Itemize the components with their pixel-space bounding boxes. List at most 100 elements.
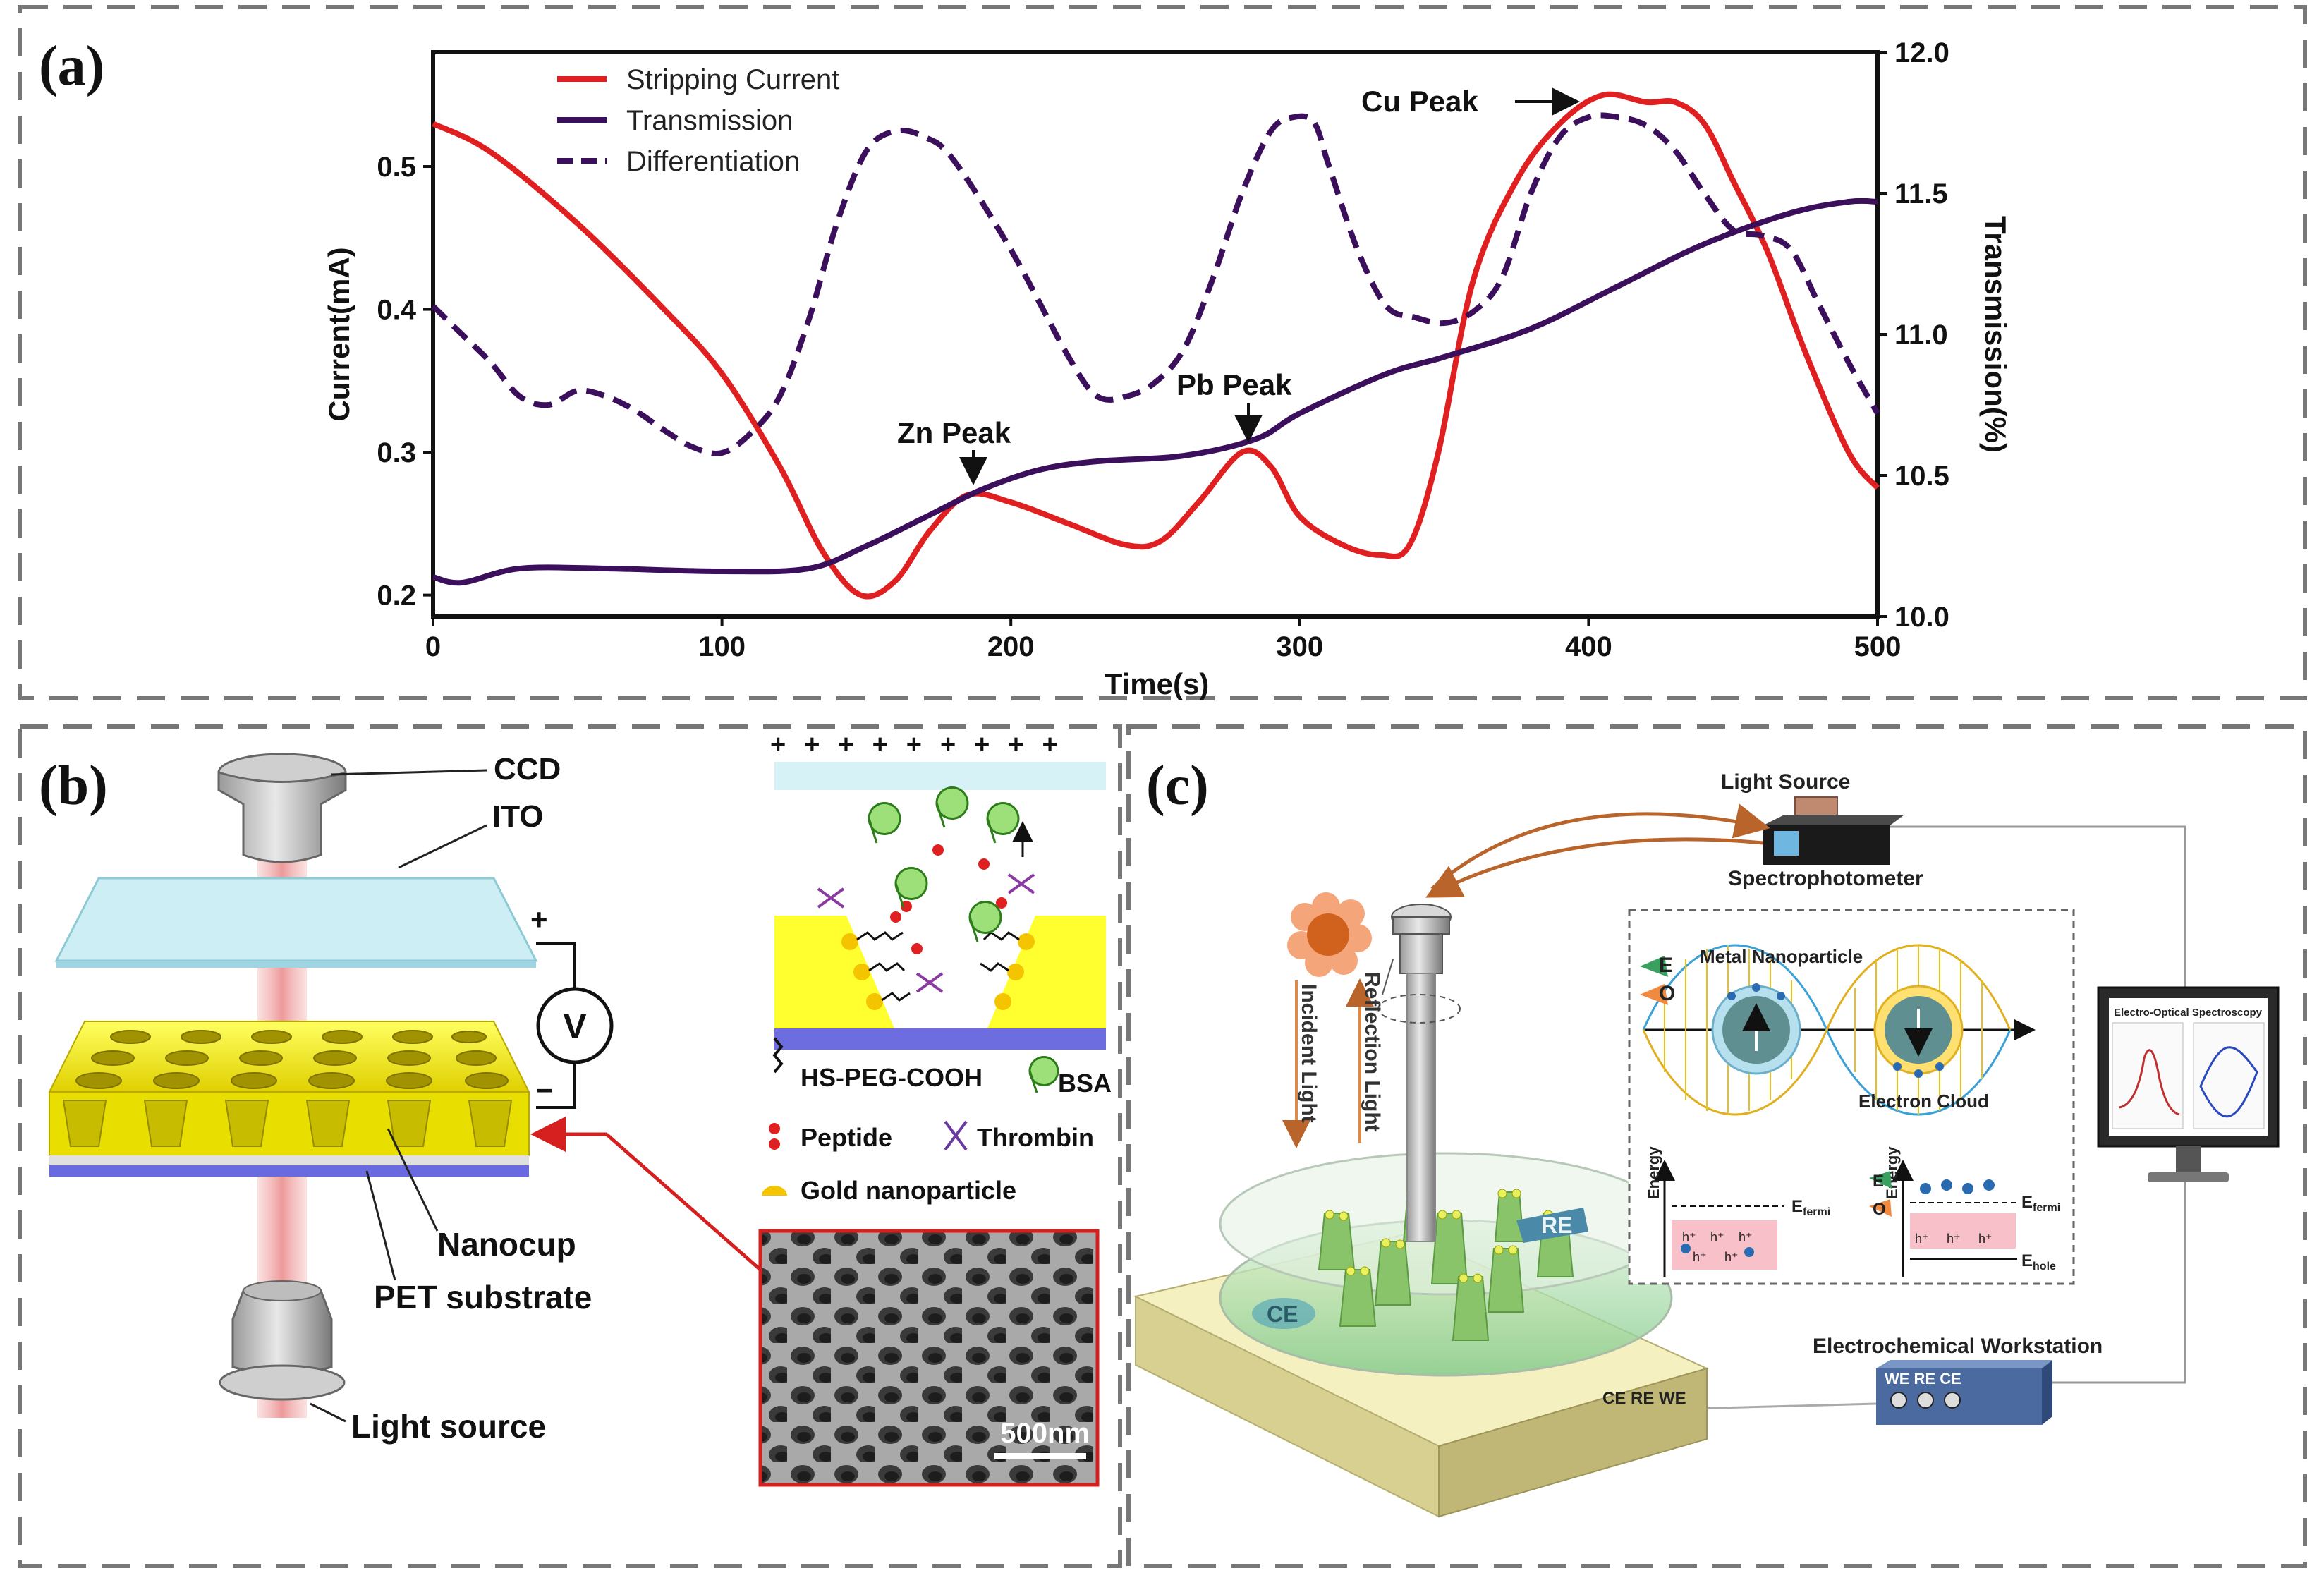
nanocup-label: Nanocup xyxy=(437,1226,576,1263)
h-plus-1a: h⁺ xyxy=(1682,1230,1696,1244)
y2-axis-label: Transmission(%) xyxy=(1979,216,2012,453)
light-source-body xyxy=(231,1289,333,1375)
legend-differentiation: Differentiation xyxy=(626,146,800,177)
x-tick-label: 500 xyxy=(1854,631,1902,662)
light-source-leader xyxy=(310,1402,346,1423)
y2-tick-label: 11.5 xyxy=(1894,178,1948,209)
ccd-camera xyxy=(217,770,347,863)
x-tick-label: 0 xyxy=(425,631,441,662)
legend-peg: HS-PEG-COOH xyxy=(801,1063,982,1092)
nanocup-front xyxy=(49,1091,530,1156)
y-tick-label: 0.3 xyxy=(377,437,416,468)
sem-pointer-line xyxy=(605,1133,762,1271)
voltmeter xyxy=(536,987,614,1064)
ccd-label: CCD xyxy=(494,752,561,786)
y2-tick-label: 10.0 xyxy=(1894,602,1949,633)
x-axis-label: Time(s) xyxy=(1105,667,1210,700)
pet-base xyxy=(49,1165,529,1177)
inset-cup-right xyxy=(987,916,1106,1028)
base-right xyxy=(1438,1367,1708,1518)
y-axis-label: Current(mA) xyxy=(322,247,355,421)
wire-bottom xyxy=(536,1064,576,1109)
chart-ticks: 0 100 200 300 400 500 0.2 0.3 0.4 0.5 10.0 10.5 11.0… xyxy=(377,37,1949,662)
ito-leader xyxy=(398,824,487,869)
ce-electrode: CE xyxy=(1252,1298,1315,1329)
inset-substrate xyxy=(774,1028,1106,1050)
pet-label: PET substrate xyxy=(374,1279,592,1316)
monitor: Electro-Optical Spectroscopy xyxy=(2097,986,2280,1182)
panel-b-frame xyxy=(18,724,1122,1568)
h-plus-2a: h⁺ xyxy=(1915,1232,1929,1246)
x-tick-label: 100 xyxy=(698,631,746,662)
h-plus-2c: h⁺ xyxy=(1978,1232,1993,1246)
pb-peak-label: Pb Peak xyxy=(1176,368,1292,401)
e-hole: Ehole xyxy=(2021,1251,2056,1273)
series-differentiation xyxy=(431,112,1880,456)
legend-bsa: BSA xyxy=(1058,1069,1112,1098)
fiber-to-probe xyxy=(1425,837,1764,898)
workstation-ports-label: WE RE CE xyxy=(1885,1370,1961,1387)
nanocup-cups xyxy=(62,1100,513,1147)
sem-scale-bar xyxy=(994,1453,1086,1459)
e-field-label: E xyxy=(1659,954,1673,977)
legend-peptide: Peptide xyxy=(801,1123,892,1152)
panel-a-label: (a) xyxy=(39,35,104,97)
reflection-light-label: Reflection Light xyxy=(1361,972,1384,1132)
bsa-icon xyxy=(1028,1056,1059,1093)
inset-ito xyxy=(774,762,1106,790)
nanocup-holes xyxy=(75,1030,509,1089)
h-plus-2b: h⁺ xyxy=(1947,1232,1961,1246)
light-source-base xyxy=(219,1364,346,1401)
cable-spectro-monitor xyxy=(1848,825,2186,988)
ce-label: CE xyxy=(1267,1301,1298,1327)
e-field-label-2: E xyxy=(1873,1172,1884,1191)
plus-sign: + xyxy=(530,903,548,936)
ccd-leader xyxy=(331,769,487,776)
ito-plate xyxy=(54,877,538,962)
chart-legend: Stripping Current Transmission Different… xyxy=(557,64,839,177)
cu-peak-label: Cu Peak xyxy=(1361,85,1478,118)
pet-substrate xyxy=(49,1155,529,1165)
incident-light-label: Incident Light xyxy=(1297,984,1320,1123)
ito-edge xyxy=(56,961,536,968)
o-field-label: O xyxy=(1659,982,1675,1005)
fiber-to-spectro xyxy=(1430,803,1770,890)
thrombin-icon xyxy=(944,1120,968,1151)
spectro-label: Spectrophotometer xyxy=(1728,867,1923,890)
minus-sign: − xyxy=(536,1074,554,1107)
ito-label: ITO xyxy=(492,799,544,834)
pillars xyxy=(1318,1191,1574,1341)
sem-scale-label: 500nm xyxy=(1000,1418,1090,1449)
series-stripping-current xyxy=(432,91,1880,600)
y2-tick-label: 12.0 xyxy=(1894,37,1949,68)
panel-b-label: (b) xyxy=(39,755,108,817)
y-tick-label: 0.4 xyxy=(377,295,416,326)
x-tick-label: 400 xyxy=(1565,631,1612,662)
h-plus-1e: h⁺ xyxy=(1724,1250,1739,1264)
h-plus-1d: h⁺ xyxy=(1693,1250,1707,1264)
series-transmission xyxy=(432,198,1878,586)
cable-workstation-monitor xyxy=(2045,1164,2186,1384)
monitor-title: Electro-Optical Spectroscopy xyxy=(2114,1007,2263,1019)
y2-tick-label: 10.5 xyxy=(1894,461,1949,492)
re-electrode: RE xyxy=(1516,1208,1588,1243)
panel-c-frame xyxy=(1126,724,2307,1568)
gold-np-icon xyxy=(762,1186,787,1196)
legend-transmission: Transmission xyxy=(626,105,793,136)
y2-tick-label: 11.0 xyxy=(1894,320,1948,351)
chart-a: 0 100 200 300 400 500 0.2 0.3 0.4 0.5 10.0 10.5 11.0… xyxy=(322,37,2012,700)
light-source-c-label: Light Source xyxy=(1721,770,1850,794)
re-label: RE xyxy=(1541,1213,1572,1238)
inset-cup-left xyxy=(774,916,894,1028)
inset-plus-row: +++++++++ xyxy=(770,730,1076,760)
legend-thrombin: Thrombin xyxy=(977,1123,1094,1152)
y-tick-label: 0.5 xyxy=(377,152,416,183)
zn-peak-label: Zn Peak xyxy=(897,416,1011,449)
peptide-icon xyxy=(769,1123,780,1150)
panel-c-label: (c) xyxy=(1146,755,1209,817)
legend-current: Stripping Current xyxy=(626,64,839,95)
e-fermi-1: Efermi xyxy=(1791,1197,1830,1218)
x-tick-label: 300 xyxy=(1276,631,1323,662)
h-plus-1c: h⁺ xyxy=(1739,1230,1753,1244)
o-field-label-2: O xyxy=(1873,1200,1886,1219)
